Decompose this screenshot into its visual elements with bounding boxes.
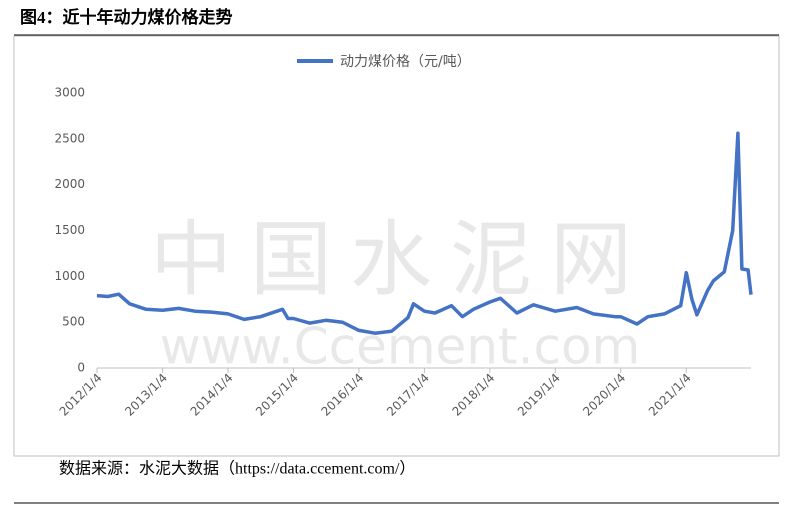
- source-note: 数据来源：水泥大数据（https://data.ccement.com/）: [59, 460, 415, 478]
- x-tick-label: 2020/1/4: [580, 371, 628, 419]
- line-series: [96, 131, 753, 335]
- x-tick-label: 2014/1/4: [188, 371, 236, 419]
- y-tick-label: 2000: [54, 177, 85, 191]
- watermark: www.Ccement.com: [160, 318, 641, 376]
- legend-label: 动力煤价格（元/吨）: [340, 54, 471, 70]
- x-tick-label: 2016/1/4: [318, 371, 366, 419]
- x-tick-label: 2018/1/4: [449, 371, 497, 419]
- y-tick-label: 1500: [54, 223, 85, 237]
- x-tick-label: 2012/1/4: [57, 371, 105, 419]
- x-tick-label: 2021/1/4: [646, 371, 694, 419]
- y-tick-label: 0: [77, 361, 85, 375]
- x-tick-label: 2019/1/4: [515, 371, 563, 419]
- y-tick-label: 2500: [54, 131, 85, 145]
- x-tick-label: 2017/1/4: [384, 371, 432, 419]
- frame: [13, 35, 780, 457]
- x-tick-label: 2015/1/4: [253, 371, 301, 419]
- watermark: 中国水泥网: [150, 212, 650, 307]
- x-tick-label: 2013/1/4: [122, 371, 170, 419]
- y-tick-label: 500: [62, 315, 85, 329]
- y-tick-label: 1000: [54, 269, 85, 283]
- chart-title: 图4：近十年动力煤价格走势: [20, 7, 233, 27]
- y-tick-label: 3000: [54, 86, 85, 100]
